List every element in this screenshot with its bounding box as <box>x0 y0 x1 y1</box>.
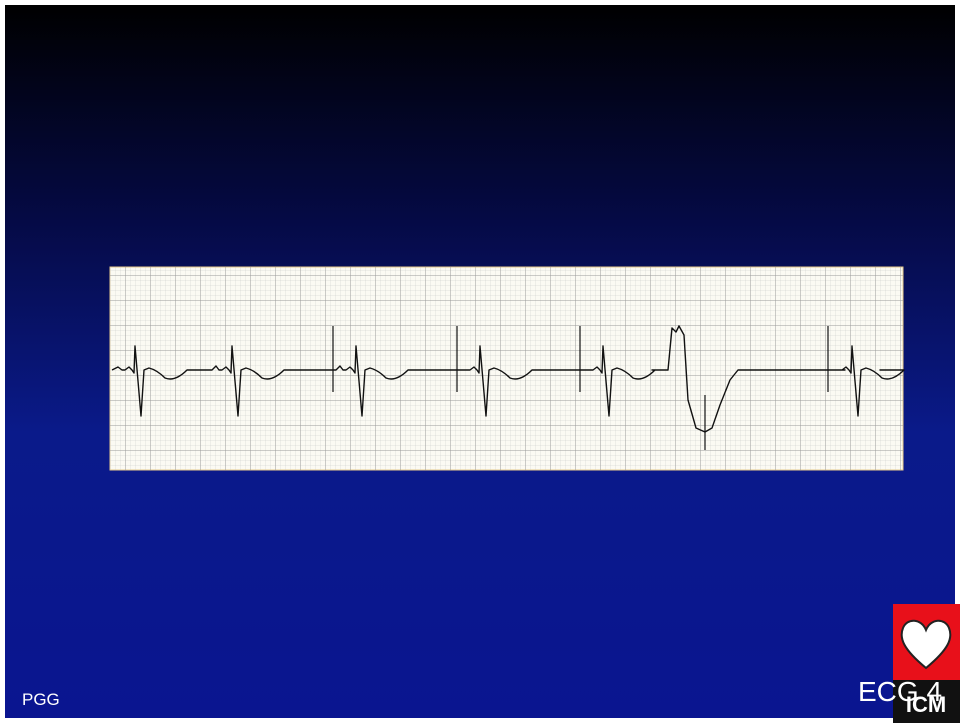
footer-right: ECG 4 <box>858 676 942 708</box>
ecg-strip <box>0 0 960 723</box>
page: PGG ICM ECG 4 (() => { const data = JSON… <box>0 0 960 723</box>
footer-left: PGG <box>22 690 60 710</box>
ecg-grid <box>110 267 903 470</box>
